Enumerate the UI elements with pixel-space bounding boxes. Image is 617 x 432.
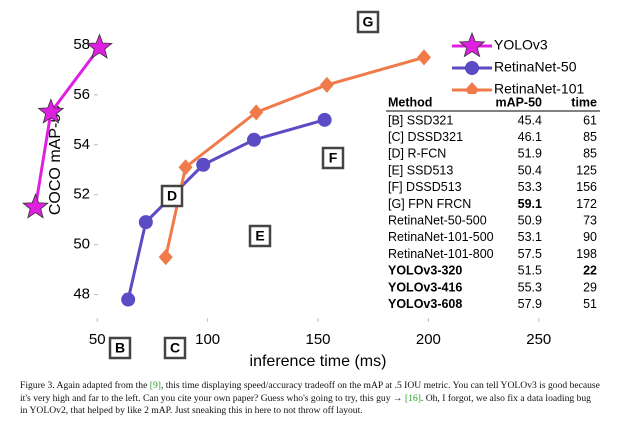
point: [317, 112, 332, 127]
annotation: G: [363, 14, 374, 30]
caption-text: , this time displaying speed/accuracy tr…: [20, 380, 600, 404]
table-bg: [384, 94, 602, 316]
legend-label: YOLOv3: [494, 37, 548, 53]
point: [247, 132, 261, 147]
table-cell: 45.4: [518, 113, 542, 127]
point: [158, 249, 173, 266]
citation[interactable]: [16]: [404, 392, 421, 404]
annotation: F: [329, 150, 338, 166]
annotation: D: [167, 188, 177, 204]
y-tick-label: 50: [73, 236, 90, 253]
table-cell: 51.5: [518, 264, 542, 278]
y-tick-label: 52: [73, 186, 90, 203]
annotation-box: [356, 10, 380, 34]
point: [121, 292, 136, 307]
table-header: time: [571, 95, 597, 109]
chart: inference time (ms) COCO mAP-50 50 100 150…: [22, 10, 602, 370]
table-cell: [F] DSSD513: [388, 180, 462, 194]
table-cell: YOLOv3-416: [388, 280, 462, 294]
x-tick-label: 150: [306, 331, 331, 348]
x-tick-label: 250: [526, 331, 551, 348]
caption-text: Figure 3. Again adapted from the: [20, 380, 150, 391]
table-cell: RetinaNet-101-500: [388, 230, 494, 244]
annotation-box: [160, 184, 184, 208]
table-cell: 57.9: [518, 297, 542, 311]
table-cell: RetinaNet-101-800: [388, 247, 494, 261]
y-tick-label: 56: [73, 86, 90, 103]
table-cell: RetinaNet-50-500: [388, 213, 487, 227]
table-cell: 51: [583, 297, 597, 311]
table-header: mAP-50: [495, 95, 542, 109]
annotation: C: [170, 340, 180, 356]
x-tick-label: 100: [195, 331, 220, 348]
table-cell: 51.9: [518, 147, 542, 161]
legend-label: RetinaNet-50: [494, 59, 577, 75]
table-header: Method: [388, 95, 432, 109]
table-cell: 156: [576, 180, 597, 194]
legend-marker: [458, 31, 486, 58]
table-cell: 55.3: [518, 280, 542, 294]
table-cell: 85: [583, 130, 597, 144]
legend-label: RetinaNet-101: [494, 81, 584, 97]
series-line: [126, 118, 326, 300]
series-line: [33, 46, 101, 208]
table-cell: YOLOv3-320: [388, 264, 462, 278]
y-tick-label: 58: [73, 36, 90, 53]
table-cell: YOLOv3-608: [388, 297, 462, 311]
x-tick-label: 200: [416, 331, 441, 348]
citation[interactable]: [9]: [149, 380, 161, 391]
table-cell: 50.4: [518, 163, 542, 177]
caption: Figure 3. Again adapted from the [9], th…: [20, 380, 600, 418]
point: [178, 159, 193, 176]
x-axis-label: inference time (ms): [250, 353, 387, 370]
point: [196, 157, 211, 172]
table-cell: 53.1: [518, 230, 542, 244]
table-cell: 57.5: [518, 247, 542, 261]
point: [416, 49, 431, 66]
caption-text: . Oh, I forgot, we also fix a data loadi…: [20, 392, 591, 417]
annotation: B: [115, 340, 125, 356]
point: [249, 104, 264, 121]
annotation-box: [163, 336, 187, 360]
table-cell: 85: [583, 147, 597, 161]
point: [319, 76, 334, 93]
annotation-box: [108, 336, 132, 360]
table-cell: 73: [583, 213, 597, 227]
y-tick-label: 48: [73, 286, 90, 303]
y-axis-label: COCO mAP-50: [47, 105, 64, 215]
point: [37, 98, 65, 124]
table-cell: [B] SSD321: [388, 113, 453, 127]
table-cell: 198: [576, 247, 597, 261]
table-cell: 125: [576, 163, 597, 177]
table-cell: 90: [583, 230, 597, 244]
table-cell: [E] SSD513: [388, 163, 453, 177]
table-cell: 50.9: [518, 213, 542, 227]
point: [138, 215, 153, 230]
table-cell: [C] DSSD321: [388, 130, 463, 144]
annotation-box: [321, 146, 345, 170]
x-tick-label: 50: [89, 331, 106, 348]
table-cell: [G] FPN FRCN: [388, 197, 471, 211]
y-tick-label: 54: [73, 136, 90, 153]
annotation: E: [255, 228, 264, 244]
table-cell: [D] R-FCN: [388, 147, 446, 161]
legend-marker: [465, 61, 479, 75]
table-cell: 22: [583, 264, 597, 278]
table-cell: 46.1: [518, 130, 542, 144]
point: [22, 193, 49, 219]
point: [86, 33, 113, 59]
table-cell: 172: [576, 197, 597, 211]
table-cell: 59.1: [518, 197, 542, 211]
annotation-box: [248, 224, 272, 248]
table-cell: 61: [583, 113, 597, 127]
table-cell: 29: [583, 280, 597, 294]
table-cell: 53.3: [518, 180, 542, 194]
